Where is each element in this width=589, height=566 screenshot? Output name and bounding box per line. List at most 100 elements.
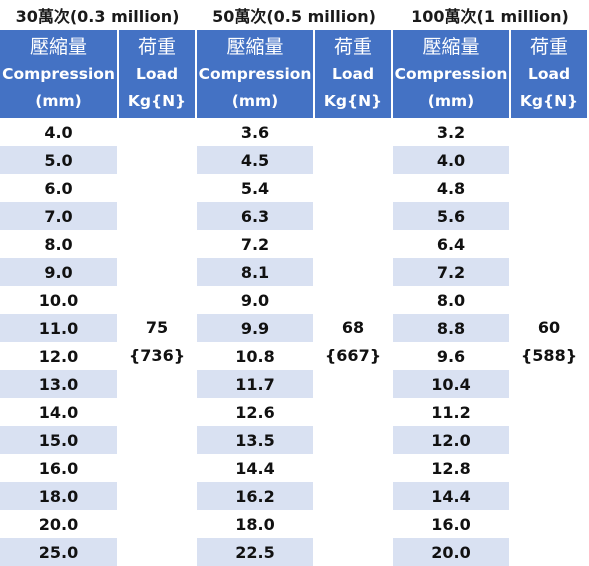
group-title-0: 30萬次(0.3 million) bbox=[0, 0, 197, 30]
load-cell: 68 {667} bbox=[314, 118, 393, 566]
compression-cell: 4.0 bbox=[392, 146, 511, 174]
table-row: 20.0 18.0 16.0 bbox=[0, 510, 588, 538]
table-body: 4.0 75 {736} 3.6 68 {667} 3.2 60 {588} 5.0 4.5 4.0 6… bbox=[0, 118, 589, 566]
compression-cell: 25.0 bbox=[0, 538, 119, 566]
compression-cell: 10.8 bbox=[196, 342, 315, 370]
table-row: 25.0 22.5 20.0 bbox=[0, 538, 588, 566]
compression-cell: 3.6 bbox=[196, 118, 315, 146]
load-header-unit: Kg{N} bbox=[127, 91, 187, 110]
table-row: 16.0 14.4 12.8 bbox=[0, 454, 588, 482]
table-row: 15.0 13.5 12.0 bbox=[0, 426, 588, 454]
compression-header-unit: (mm) bbox=[231, 91, 279, 110]
compression-cell: 10.4 bbox=[392, 370, 511, 398]
compression-cell: 4.8 bbox=[392, 174, 511, 202]
compression-cell: 6.0 bbox=[0, 174, 119, 202]
load-header-unit: Kg{N} bbox=[323, 91, 383, 110]
compression-header-1: 壓縮量 Compression (mm) bbox=[196, 30, 315, 118]
group-title-1: 50萬次(0.5 million) bbox=[196, 0, 393, 30]
load-newton-value: {736} bbox=[128, 346, 186, 365]
compression-header-en: Compression bbox=[2, 64, 115, 83]
compression-cell: 11.7 bbox=[196, 370, 315, 398]
load-header-1: 荷重 Load Kg{N} bbox=[314, 30, 393, 118]
table-row: 14.0 12.6 11.2 bbox=[0, 398, 588, 426]
compression-cell: 8.8 bbox=[392, 314, 511, 342]
compression-cell: 6.3 bbox=[196, 202, 315, 230]
compression-cell: 14.4 bbox=[392, 482, 511, 510]
table-row: 7.0 6.3 5.6 bbox=[0, 202, 588, 230]
load-header-2: 荷重 Load Kg{N} bbox=[510, 30, 589, 118]
load-cell: 60 {588} bbox=[510, 118, 589, 566]
compression-cell: 6.4 bbox=[392, 230, 511, 258]
compression-cell: 18.0 bbox=[0, 482, 119, 510]
group-title-2: 100萬次(1 million) bbox=[392, 0, 589, 30]
compression-header-zh: 壓縮量 bbox=[29, 35, 87, 58]
compression-cell: 16.0 bbox=[0, 454, 119, 482]
compression-cell: 12.6 bbox=[196, 398, 315, 426]
table-row: 8.0 7.2 6.4 bbox=[0, 230, 588, 258]
compression-cell: 5.4 bbox=[196, 174, 315, 202]
compression-header-zh: 壓縮量 bbox=[226, 35, 284, 58]
table-row: 4.0 75 {736} 3.6 68 {667} 3.2 60 {588} bbox=[0, 118, 589, 566]
compression-cell: 11.0 bbox=[0, 314, 119, 342]
table-row: 12.0 10.8 9.6 bbox=[0, 342, 588, 370]
load-header-en: Load bbox=[527, 64, 571, 83]
compression-cell: 13.0 bbox=[0, 370, 119, 398]
compression-cell: 20.0 bbox=[0, 510, 119, 538]
column-header-row: 壓縮量 Compression (mm) 荷重 Load Kg{N} 壓縮量 C… bbox=[0, 30, 589, 118]
load-header-en: Load bbox=[135, 64, 179, 83]
compression-header-unit: (mm) bbox=[427, 91, 475, 110]
compression-cell: 20.0 bbox=[392, 538, 511, 566]
compression-cell: 8.0 bbox=[0, 230, 119, 258]
compression-cell: 22.5 bbox=[196, 538, 315, 566]
load-header-zh: 荷重 bbox=[333, 35, 372, 58]
compression-cell: 13.5 bbox=[196, 426, 315, 454]
compression-cell: 9.9 bbox=[196, 314, 315, 342]
load-newton-value: {588} bbox=[520, 346, 578, 365]
load-kg-value: 75 bbox=[145, 318, 169, 337]
load-header-zh: 荷重 bbox=[137, 35, 176, 58]
compression-cell: 5.0 bbox=[0, 146, 119, 174]
compression-cell: 8.1 bbox=[196, 258, 315, 286]
load-header-en: Load bbox=[331, 64, 375, 83]
compression-cell: 12.0 bbox=[392, 426, 511, 454]
table-row: 6.0 5.4 4.8 bbox=[0, 174, 588, 202]
compression-cell: 4.0 bbox=[0, 118, 119, 146]
compression-cell: 10.0 bbox=[0, 286, 119, 314]
compression-cell: 8.0 bbox=[392, 286, 511, 314]
table-row: 9.0 8.1 7.2 bbox=[0, 258, 588, 286]
compression-cell: 7.2 bbox=[392, 258, 511, 286]
compression-header-2: 壓縮量 Compression (mm) bbox=[392, 30, 511, 118]
table-row: 11.0 9.9 8.8 bbox=[0, 314, 588, 342]
load-newton-value: {667} bbox=[324, 346, 382, 365]
compression-cell: 14.0 bbox=[0, 398, 119, 426]
compression-header-en: Compression bbox=[394, 64, 508, 83]
compression-header-zh: 壓縮量 bbox=[422, 35, 480, 58]
compression-cell: 12.0 bbox=[0, 342, 119, 370]
load-kg-value: 68 bbox=[341, 318, 365, 337]
table-row: 5.0 4.5 4.0 bbox=[0, 146, 588, 174]
compression-cell: 5.6 bbox=[392, 202, 511, 230]
cycle-group-row: 30萬次(0.3 million) 50萬次(0.5 million) 100萬… bbox=[0, 0, 589, 30]
compression-cell: 9.0 bbox=[196, 286, 315, 314]
compression-header-unit: (mm) bbox=[35, 91, 82, 110]
compression-header-en: Compression bbox=[198, 64, 312, 83]
compression-cell: 11.2 bbox=[392, 398, 511, 426]
table-row: 10.0 9.0 8.0 bbox=[0, 286, 588, 314]
compression-cell: 16.0 bbox=[392, 510, 511, 538]
load-header-zh: 荷重 bbox=[530, 35, 569, 58]
compression-cell: 12.8 bbox=[392, 454, 511, 482]
compression-cell: 4.5 bbox=[196, 146, 315, 174]
compression-cell: 7.2 bbox=[196, 230, 315, 258]
load-kg-value: 60 bbox=[537, 318, 561, 337]
load-header-unit: Kg{N} bbox=[519, 91, 579, 110]
compression-cell: 14.4 bbox=[196, 454, 315, 482]
table-row: 18.0 16.2 14.4 bbox=[0, 482, 588, 510]
compression-cell: 3.2 bbox=[392, 118, 511, 146]
compression-cell: 9.0 bbox=[0, 258, 119, 286]
compression-header-0: 壓縮量 Compression (mm) bbox=[0, 30, 119, 118]
load-cell: 75 {736} bbox=[118, 118, 197, 566]
compression-cell: 16.2 bbox=[196, 482, 315, 510]
compression-cell: 7.0 bbox=[0, 202, 119, 230]
compression-cell: 15.0 bbox=[0, 426, 119, 454]
